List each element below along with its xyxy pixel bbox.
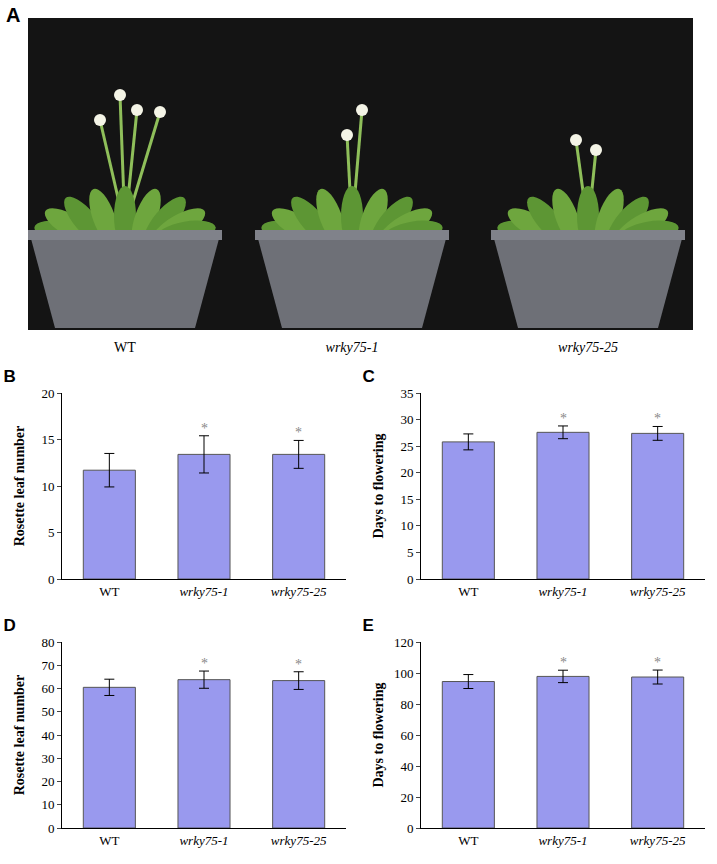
svg-text:10: 10 xyxy=(41,479,54,494)
svg-text:15: 15 xyxy=(400,492,413,507)
svg-text:*: * xyxy=(560,411,567,426)
svg-text:60: 60 xyxy=(400,728,413,743)
svg-text:B: B xyxy=(4,367,16,386)
svg-text:Rosette leaf number: Rosette leaf number xyxy=(12,426,27,547)
svg-text:E: E xyxy=(363,616,374,635)
svg-text:35: 35 xyxy=(400,386,413,401)
svg-text:10: 10 xyxy=(400,518,413,533)
svg-text:wrky75-1: wrky75-1 xyxy=(179,833,228,848)
svg-text:C: C xyxy=(363,367,375,386)
svg-text:40: 40 xyxy=(41,728,54,743)
svg-text:Rosette leaf number: Rosette leaf number xyxy=(12,675,27,796)
svg-text:*: * xyxy=(295,657,302,672)
svg-text:WT: WT xyxy=(114,340,136,355)
svg-text:20: 20 xyxy=(41,774,54,789)
svg-text:5: 5 xyxy=(48,525,55,540)
svg-text:20: 20 xyxy=(41,386,54,401)
svg-text:WT: WT xyxy=(99,833,119,848)
svg-text:*: * xyxy=(654,655,661,670)
svg-text:wrky75-25: wrky75-25 xyxy=(271,584,327,599)
svg-text:0: 0 xyxy=(407,821,414,836)
svg-text:wrky75-25: wrky75-25 xyxy=(558,340,618,355)
svg-text:70: 70 xyxy=(41,658,54,673)
svg-text:20: 20 xyxy=(400,465,413,480)
svg-text:25: 25 xyxy=(400,439,413,454)
svg-text:60: 60 xyxy=(41,681,54,696)
svg-text:80: 80 xyxy=(400,697,413,712)
svg-text:Days to flowering: Days to flowering xyxy=(371,683,386,788)
svg-text:wrky75-1: wrky75-1 xyxy=(326,340,379,355)
svg-text:wrky75-25: wrky75-25 xyxy=(630,584,686,599)
svg-text:0: 0 xyxy=(48,821,55,836)
svg-text:15: 15 xyxy=(41,432,54,447)
svg-text:Days to flowering: Days to flowering xyxy=(371,434,386,539)
svg-text:*: * xyxy=(201,656,208,671)
svg-text:10: 10 xyxy=(41,797,54,812)
svg-text:120: 120 xyxy=(394,635,414,650)
svg-text:0: 0 xyxy=(48,572,55,587)
svg-text:30: 30 xyxy=(41,751,54,766)
svg-text:wrky75-1: wrky75-1 xyxy=(179,584,228,599)
svg-text:*: * xyxy=(654,411,661,426)
svg-text:50: 50 xyxy=(41,704,54,719)
svg-text:*: * xyxy=(295,425,302,440)
svg-text:wrky75-25: wrky75-25 xyxy=(271,833,327,848)
svg-text:wrky75-25: wrky75-25 xyxy=(630,833,686,848)
svg-text:100: 100 xyxy=(394,666,414,681)
svg-text:*: * xyxy=(201,421,208,436)
svg-text:WT: WT xyxy=(458,833,478,848)
svg-text:0: 0 xyxy=(407,572,414,587)
svg-text:WT: WT xyxy=(458,584,478,599)
svg-text:wrky75-1: wrky75-1 xyxy=(538,833,587,848)
svg-text:40: 40 xyxy=(400,759,413,774)
svg-text:*: * xyxy=(560,655,567,670)
svg-text:A: A xyxy=(6,4,20,26)
svg-text:5: 5 xyxy=(407,545,414,560)
svg-text:20: 20 xyxy=(400,790,413,805)
svg-text:30: 30 xyxy=(400,412,413,427)
svg-text:80: 80 xyxy=(41,635,54,650)
svg-text:WT: WT xyxy=(99,584,119,599)
svg-text:wrky75-1: wrky75-1 xyxy=(538,584,587,599)
svg-text:D: D xyxy=(4,616,16,635)
